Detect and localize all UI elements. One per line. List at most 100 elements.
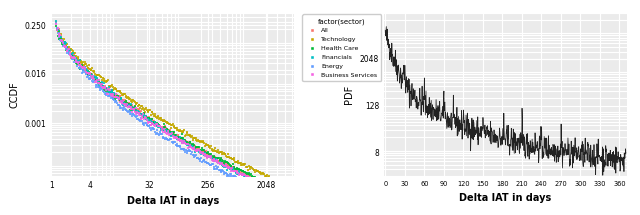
Point — [148, 122, 158, 125]
Point — [109, 93, 120, 96]
Point — [141, 121, 151, 124]
Point — [135, 106, 145, 110]
Point — [202, 150, 212, 153]
Point — [129, 114, 140, 117]
Point — [224, 174, 234, 178]
Point — [186, 144, 196, 147]
Point — [250, 170, 260, 174]
Point — [151, 122, 161, 126]
Point — [175, 136, 186, 140]
Point — [209, 156, 219, 160]
Point — [116, 91, 126, 95]
Point — [52, 29, 63, 32]
Point — [91, 74, 101, 77]
Point — [184, 146, 194, 149]
Point — [219, 151, 229, 155]
Point — [129, 106, 139, 109]
Point — [111, 87, 121, 91]
Point — [183, 143, 193, 147]
Point — [195, 159, 205, 162]
Point — [215, 158, 225, 162]
Point — [269, 190, 279, 194]
Point — [154, 126, 164, 129]
Point — [218, 160, 228, 164]
Point — [111, 96, 122, 99]
Point — [63, 49, 73, 53]
Point — [159, 128, 169, 131]
Point — [51, 20, 61, 23]
Point — [242, 171, 252, 175]
Point — [116, 100, 126, 103]
X-axis label: Delta IAT in days: Delta IAT in days — [460, 193, 552, 203]
Point — [196, 146, 207, 150]
Point — [105, 89, 115, 92]
Point — [60, 41, 70, 44]
Point — [184, 143, 195, 147]
Point — [106, 88, 116, 91]
Point — [189, 147, 199, 150]
Point — [253, 182, 263, 186]
Point — [232, 178, 242, 181]
Point — [138, 123, 148, 126]
Point — [230, 167, 241, 171]
Point — [239, 181, 249, 184]
Point — [178, 147, 188, 150]
Point — [183, 134, 193, 137]
Point — [100, 85, 111, 89]
Point — [84, 71, 95, 75]
Point — [81, 62, 91, 66]
Point — [204, 145, 214, 149]
Point — [149, 127, 159, 131]
Point — [244, 178, 254, 181]
Point — [159, 126, 170, 129]
Point — [264, 184, 275, 187]
Point — [276, 193, 287, 197]
Point — [115, 99, 125, 103]
Point — [276, 191, 286, 194]
Point — [104, 88, 115, 92]
Point — [76, 61, 86, 64]
Point — [81, 68, 91, 72]
Point — [252, 178, 262, 181]
Point — [253, 170, 264, 174]
Point — [97, 83, 107, 86]
Point — [173, 133, 183, 136]
Point — [236, 172, 246, 175]
Point — [259, 191, 269, 194]
Point — [168, 134, 179, 137]
Point — [138, 114, 148, 117]
Point — [67, 53, 77, 57]
Point — [58, 40, 68, 44]
Point — [204, 156, 214, 159]
Point — [131, 109, 141, 112]
Point — [109, 93, 119, 97]
Point — [165, 137, 175, 141]
Point — [231, 160, 241, 164]
Point — [246, 177, 256, 180]
Point — [273, 201, 284, 204]
Point — [118, 92, 128, 95]
Point — [154, 124, 164, 128]
Point — [158, 126, 168, 130]
Point — [270, 186, 280, 189]
Point — [116, 96, 126, 100]
Point — [226, 167, 236, 170]
Point — [262, 194, 273, 197]
Point — [120, 94, 131, 98]
Point — [197, 151, 207, 155]
Point — [244, 176, 254, 179]
Point — [158, 136, 168, 139]
Point — [147, 121, 157, 124]
Point — [121, 103, 131, 106]
Point — [143, 120, 153, 124]
Point — [216, 156, 226, 160]
Point — [271, 196, 282, 200]
Point — [59, 43, 69, 46]
Point — [161, 127, 172, 131]
Point — [213, 165, 223, 169]
Point — [189, 136, 199, 140]
Point — [89, 74, 99, 77]
Point — [56, 41, 67, 44]
Point — [235, 170, 245, 174]
Point — [182, 143, 192, 146]
